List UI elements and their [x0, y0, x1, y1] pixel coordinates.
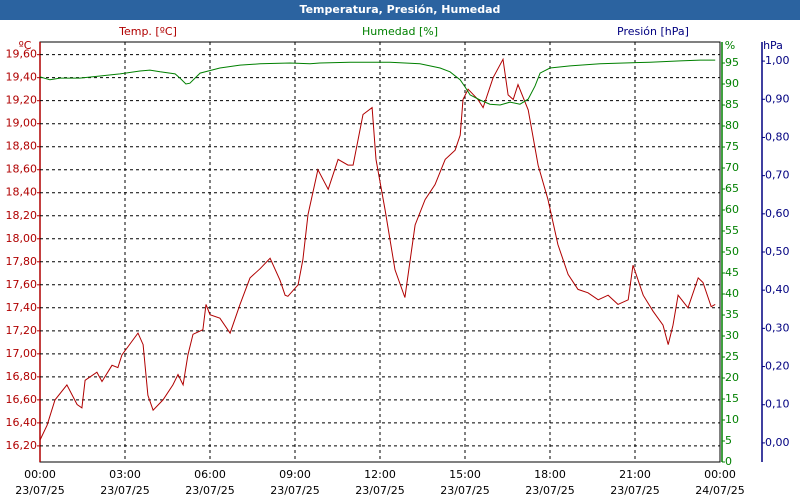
y-tick-label: 60: [725, 203, 739, 216]
x-tick-date: 23/07/25: [355, 484, 404, 497]
x-tick-date: 23/07/25: [100, 484, 149, 497]
y-tick-label: 40: [725, 287, 739, 300]
y-tick-label: 19,60: [6, 48, 38, 61]
y-tick-label: 16,40: [6, 416, 38, 429]
y-tick-label: 16,60: [6, 393, 38, 406]
title-bar: [0, 0, 800, 20]
x-tick-label: 21:00: [619, 468, 651, 481]
x-tick-label: 00:00: [24, 468, 56, 481]
y-tick-label: 50: [725, 245, 739, 258]
x-tick-date: 23/07/25: [525, 484, 574, 497]
x-tick-date: 23/07/25: [440, 484, 489, 497]
y-tick-label: 0,50: [765, 245, 790, 258]
y-tick-label: 70: [725, 161, 739, 174]
series-line: [39, 59, 716, 106]
y-tick-label: 18,00: [6, 232, 38, 245]
y-tick-label: 17,20: [6, 324, 38, 337]
y-tick-label: 0,00: [765, 436, 790, 449]
y-tick-label: 5: [725, 434, 732, 447]
x-tick-label: 12:00: [364, 468, 396, 481]
x-tick-date: 23/07/25: [270, 484, 319, 497]
y-tick-label: 85: [725, 98, 739, 111]
y-tick-label: 95: [725, 56, 739, 69]
y-tick-label: 0,10: [765, 398, 790, 411]
axis-unit: hPa: [763, 39, 783, 52]
y-tick-label: 10: [725, 413, 739, 426]
legend-label: Temp. [ºC]: [118, 25, 177, 38]
y-tick-label: 0,40: [765, 283, 790, 296]
y-tick-label: 17,60: [6, 278, 38, 291]
y-tick-label: 30: [725, 329, 739, 342]
y-tick-label: 0,70: [765, 169, 790, 182]
y-tick-label: 17,80: [6, 255, 38, 268]
x-tick-label: 06:00: [194, 468, 226, 481]
y-tick-label: 55: [725, 224, 739, 237]
y-tick-label: 16,20: [6, 439, 38, 452]
y-tick-label: 15: [725, 392, 739, 405]
y-tick-label: 80: [725, 119, 739, 132]
y-tick-label: 45: [725, 266, 739, 279]
axis-title: Presión [hPa]: [617, 25, 689, 38]
x-tick-label: 00:00: [704, 468, 736, 481]
x-tick-date: 23/07/25: [610, 484, 659, 497]
legend-label: Humedad [%]: [362, 25, 438, 38]
x-tick-label: 18:00: [534, 468, 566, 481]
y-tick-label: 18,20: [6, 209, 38, 222]
chart-title: Temperatura, Presión, Humedad: [300, 3, 501, 16]
y-tick-label: 18,60: [6, 163, 38, 176]
y-tick-label: 75: [725, 140, 739, 153]
series-line: [39, 57, 716, 441]
x-tick-label: 03:00: [109, 468, 141, 481]
axis-unit: %: [725, 39, 735, 52]
y-tick-label: 0,90: [765, 92, 790, 105]
y-tick-label: 1,00: [765, 54, 790, 67]
y-tick-label: 0,30: [765, 321, 790, 334]
y-tick-label: 90: [725, 77, 739, 90]
y-tick-label: 65: [725, 182, 739, 195]
y-tick-label: 19,40: [6, 71, 38, 84]
y-tick-label: 0,60: [765, 207, 790, 220]
x-tick-label: 09:00: [279, 468, 311, 481]
axis-unit: ºC: [19, 39, 32, 52]
y-tick-label: 0,80: [765, 130, 790, 143]
y-tick-label: 25: [725, 350, 739, 363]
y-tick-label: 35: [725, 308, 739, 321]
y-tick-label: 17,40: [6, 301, 38, 314]
y-tick-label: 18,80: [6, 140, 38, 153]
y-tick-label: 18,40: [6, 186, 38, 199]
y-tick-label: 16,80: [6, 370, 38, 383]
y-tick-label: 0,20: [765, 360, 790, 373]
x-tick-date: 24/07/25: [695, 484, 744, 497]
y-tick-label: 17,00: [6, 347, 38, 360]
x-tick-date: 23/07/25: [185, 484, 234, 497]
y-tick-label: 19,20: [6, 94, 38, 107]
x-tick-label: 15:00: [449, 468, 481, 481]
y-tick-label: 0: [725, 455, 732, 468]
y-tick-label: 20: [725, 371, 739, 384]
x-tick-date: 23/07/25: [15, 484, 64, 497]
y-tick-label: 19,00: [6, 117, 38, 130]
